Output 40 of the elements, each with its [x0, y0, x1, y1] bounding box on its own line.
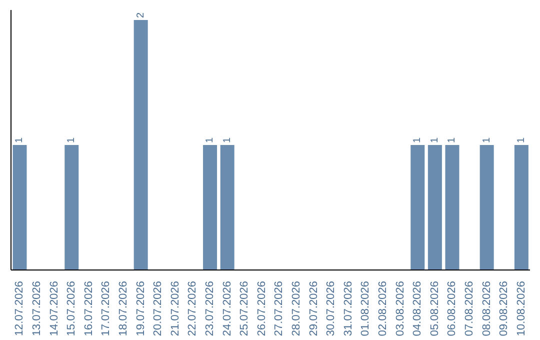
data-label: 1	[481, 137, 492, 143]
x-tick-label: 05.08.2026	[428, 281, 441, 336]
x-tick-label: 23.07.2026	[204, 281, 216, 336]
x-tick-label: 29.07.2026	[308, 281, 320, 336]
data-label: 1	[446, 137, 458, 143]
data-label: 2	[135, 12, 146, 18]
x-tick-label: 08.08.2026	[480, 281, 493, 336]
x-tick-label: 24.07.2026	[221, 281, 234, 336]
x-tick-label: 28.07.2026	[290, 281, 302, 336]
x-tick-label: 02.08.2026	[376, 281, 389, 336]
data-label: 1	[412, 137, 424, 143]
data-label: 1	[516, 137, 527, 143]
x-tick-label: 22.07.2026	[186, 281, 199, 336]
x-tick-label: 13.07.2026	[30, 281, 43, 336]
x-tick-label: 18.07.2026	[117, 281, 130, 336]
data-label: 1	[14, 137, 26, 143]
x-tick-label: 15.07.2026	[66, 281, 78, 336]
x-tick-label: 06.08.2026	[446, 281, 458, 336]
data-label: 1	[429, 137, 440, 143]
x-tick-label: 25.07.2026	[238, 281, 251, 336]
x-tick-label: 17.07.2026	[100, 281, 112, 336]
x-tick-label: 12.07.2026	[14, 281, 26, 336]
x-tick-label: 19.07.2026	[134, 281, 147, 336]
x-tick-label: 14.07.2026	[48, 281, 60, 336]
x-tick-label: 16.07.2026	[82, 281, 95, 336]
data-label: 1	[204, 137, 216, 143]
data-label: 1	[222, 137, 233, 143]
data-label: 1	[66, 137, 78, 143]
x-tick-label: 21.07.2026	[169, 281, 182, 336]
x-tick-label: 04.08.2026	[412, 281, 424, 336]
x-tick-label: 20.07.2026	[152, 281, 164, 336]
x-tick-label: 30.07.2026	[325, 281, 338, 336]
x-tick-label: 27.07.2026	[273, 281, 286, 336]
x-tick-label: 07.08.2026	[463, 281, 476, 336]
x-tick-label: 03.08.2026	[394, 281, 406, 336]
x-tick-label: 09.08.2026	[498, 281, 510, 336]
x-tick-label: 26.07.2026	[256, 281, 268, 336]
x-tick-label: 01.08.2026	[360, 281, 372, 336]
x-tick-label: 10.08.2026	[515, 281, 528, 336]
x-tick-label: 31.07.2026	[342, 281, 354, 336]
